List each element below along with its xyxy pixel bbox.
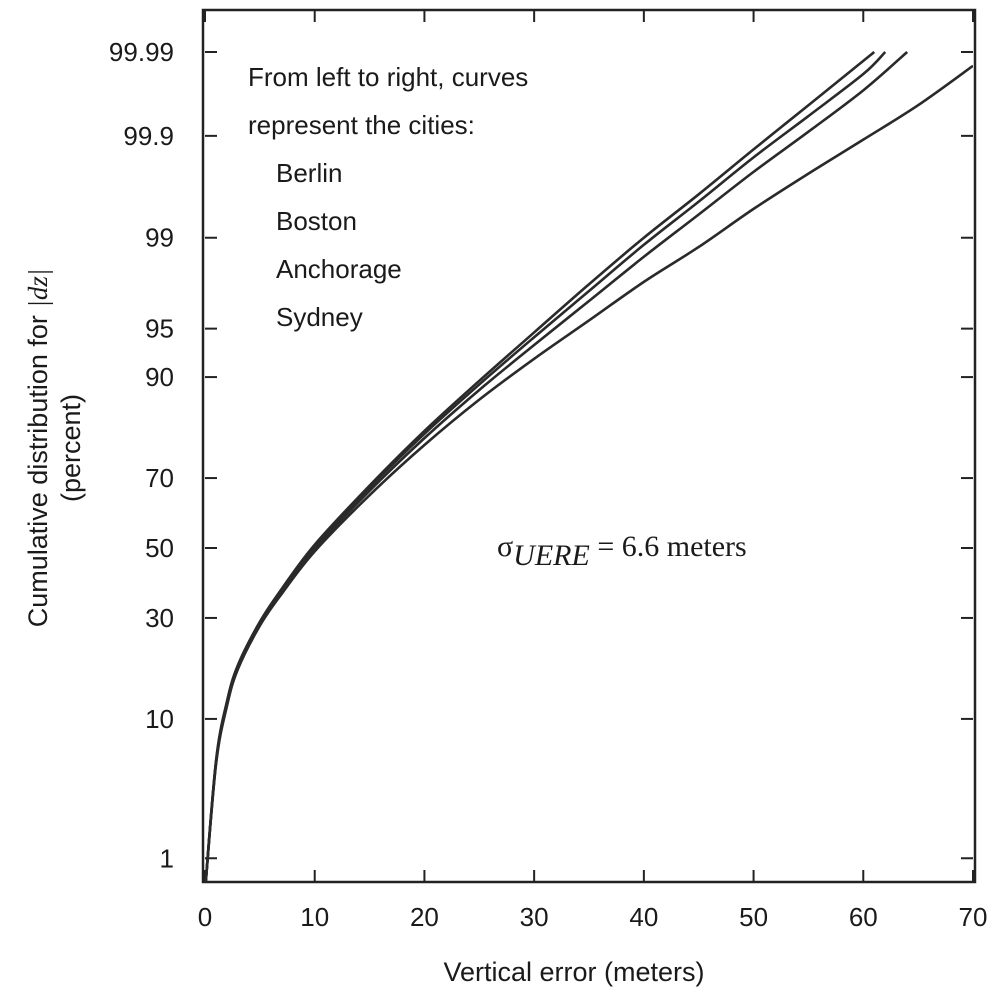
y-tick-label: 99.9 [123, 121, 174, 151]
x-tick-label: 60 [849, 902, 878, 932]
x-tick-label: 50 [739, 902, 768, 932]
x-tick-label: 20 [410, 902, 439, 932]
y-axis-title-line1: Cumulative distribution for |dz| [23, 269, 53, 628]
y-axis: 1 10 30 50 70 90 95 99 99.9 99.99 [109, 37, 973, 873]
x-tick-label: 70 [959, 902, 988, 932]
sigma-annotation: σUERE = 6.6 meters [497, 530, 747, 572]
y-tick-label: 99.99 [109, 37, 174, 67]
legend: Berlin Boston Anchorage Sydney [276, 158, 402, 332]
x-axis: 0 10 20 30 40 50 60 70 [198, 10, 988, 932]
curve-sydney [205, 64, 973, 882]
plot-frame [201, 8, 977, 884]
legend-title-line2: represent the cities: [248, 110, 475, 140]
legend-title-line1: From left to right, curves [248, 62, 528, 92]
legend-item-anchorage: Anchorage [276, 254, 402, 284]
x-tick-label: 40 [629, 902, 658, 932]
y-tick-label: 99 [145, 223, 174, 253]
x-tick-label: 30 [520, 902, 549, 932]
sigma-symbol: σ [497, 530, 513, 563]
y-axis-title-variable: |dz| [23, 269, 53, 308]
curves-group [205, 50, 973, 882]
legend-item-berlin: Berlin [276, 158, 342, 188]
y-axis-title-prefix: Cumulative distribution for [23, 308, 53, 628]
x-tick-label: 10 [300, 902, 329, 932]
x-axis-title: Vertical error (meters) [443, 957, 704, 987]
legend-item-sydney: Sydney [276, 302, 363, 332]
sigma-subscript: UERE [513, 539, 590, 572]
y-tick-label: 50 [145, 533, 174, 563]
sigma-value: = 6.6 meters [590, 530, 747, 563]
y-tick-label: 30 [145, 603, 174, 633]
y-tick-label: 10 [145, 704, 174, 734]
y-tick-label: 90 [145, 362, 174, 392]
x-tick-label: 0 [198, 902, 212, 932]
y-tick-label: 70 [145, 463, 174, 493]
y-axis-title: Cumulative distribution for |dz| (percen… [23, 269, 86, 628]
y-axis-title-line2: (percent) [56, 394, 86, 502]
legend-item-boston: Boston [276, 206, 357, 236]
y-tick-label: 95 [145, 314, 174, 344]
y-tick-label: 1 [160, 843, 174, 873]
